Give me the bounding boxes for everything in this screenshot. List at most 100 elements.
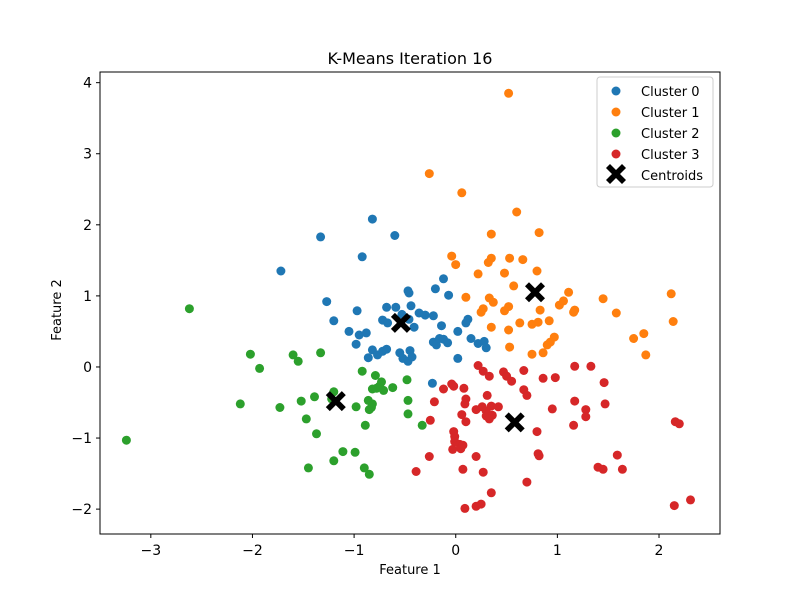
cluster-2-point <box>364 405 374 415</box>
y-tick-label: −2 <box>71 502 92 518</box>
cluster-1-point <box>569 307 579 317</box>
cluster-1-point <box>504 88 514 98</box>
points-layer <box>121 88 695 513</box>
cluster-0-point <box>406 301 416 311</box>
centroid-marker <box>504 412 525 433</box>
cluster-0-point <box>322 297 332 307</box>
cluster-1-point <box>488 297 498 307</box>
cluster-1-point <box>533 317 543 327</box>
cluster-3-point <box>493 402 503 412</box>
cluster-1-point <box>515 318 525 328</box>
cluster-3-point <box>612 450 622 460</box>
cluster-2-point <box>350 447 360 457</box>
cluster-3-point <box>429 397 439 407</box>
cluster-0-point <box>382 302 392 312</box>
x-tick-label: −3 <box>140 543 161 559</box>
legend: Cluster 0 Cluster 1 Cluster 2 Cluster 3 Cent… <box>596 76 714 188</box>
x-tick-label: 1 <box>553 543 562 559</box>
cluster-1-point <box>461 292 471 302</box>
cluster-1-point <box>668 317 678 326</box>
cluster-0-point <box>463 314 473 324</box>
cluster-2-point <box>338 447 348 457</box>
cluster-3-point <box>458 464 468 474</box>
cluster-0-point <box>430 284 440 294</box>
cluster-1-point <box>518 255 528 265</box>
cluster-0-point <box>407 352 417 362</box>
cluster-2-point <box>288 350 298 360</box>
cluster-0-point <box>453 326 463 336</box>
legend-marker <box>611 149 621 159</box>
cluster-1-point <box>505 253 515 263</box>
legend-entry-label: Centroids <box>641 169 703 184</box>
cluster-3-point <box>550 373 560 383</box>
cluster-3-point <box>538 373 548 383</box>
cluster-0-point <box>444 290 454 300</box>
cluster-3-point <box>598 464 608 474</box>
cluster-1-point <box>500 268 509 278</box>
y-tick-label: 4 <box>83 76 92 92</box>
legend-entry-label: Cluster 1 <box>641 106 700 121</box>
cluster-1-point <box>457 188 467 198</box>
cluster-2-point <box>359 463 369 473</box>
cluster-3-point <box>686 495 695 505</box>
cluster-3-point <box>669 501 679 511</box>
cluster-1-point <box>598 294 608 304</box>
cluster-3-point <box>674 419 684 429</box>
cluster-1-point <box>473 269 483 279</box>
cluster-2-point <box>184 304 194 314</box>
legend-marker <box>611 107 621 117</box>
cluster-0-point <box>395 348 405 358</box>
cluster-0-point <box>276 266 286 276</box>
cluster-3-point <box>478 366 488 376</box>
cluster-3-point <box>471 452 481 461</box>
y-tick-label: −1 <box>71 431 92 447</box>
cluster-0-point <box>316 232 326 242</box>
cluster-1-point <box>476 307 486 317</box>
plot-frame <box>99 71 721 535</box>
legend-box <box>596 76 714 188</box>
cluster-3-point <box>424 452 434 461</box>
cluster-3-point <box>461 417 471 427</box>
y-tick-label: 1 <box>83 289 92 305</box>
x-axis-label: Feature 1 <box>379 563 441 578</box>
centroid-marker <box>325 391 346 412</box>
cluster-0-point <box>428 311 438 321</box>
centroid-marker <box>525 282 545 303</box>
y-tick-label: 2 <box>83 218 92 234</box>
legend-marker <box>611 128 621 138</box>
cluster-0-point <box>427 378 437 388</box>
cluster-0-point <box>466 334 476 343</box>
cluster-1-point <box>564 287 574 297</box>
cluster-0-point <box>439 274 448 284</box>
legend-marker <box>606 164 626 184</box>
cluster-3-point <box>507 376 517 386</box>
cluster-2-point <box>310 392 319 402</box>
cluster-3-point <box>486 488 496 498</box>
cluster-2-point <box>351 402 361 412</box>
cluster-1-point <box>486 229 496 239</box>
cluster-0-point <box>363 353 373 363</box>
cluster-0-point <box>357 252 367 262</box>
cluster-0-point <box>481 343 491 353</box>
cluster-2-point <box>379 385 389 395</box>
cluster-3-point <box>459 383 469 393</box>
cluster-3-point <box>617 464 627 474</box>
cluster-2-point <box>255 363 265 373</box>
x-tick-label: −1 <box>344 543 365 559</box>
cluster-1-point <box>483 258 493 267</box>
cluster-0-point <box>437 321 446 331</box>
cluster-1-point <box>639 329 649 339</box>
cluster-3-point <box>534 451 544 461</box>
legend-entry-label: Cluster 3 <box>641 148 700 163</box>
cluster-3-point <box>570 361 580 371</box>
cluster-1-point <box>504 325 514 335</box>
cluster-1-point <box>509 281 519 291</box>
cluster-3-point <box>581 405 591 415</box>
y-tick-label: 3 <box>83 147 92 163</box>
cluster-2-point <box>364 469 374 479</box>
cluster-2-point <box>417 420 427 430</box>
cluster-2-point <box>403 409 413 419</box>
cluster-0-point <box>352 306 362 316</box>
cluster-3-point <box>448 444 458 454</box>
